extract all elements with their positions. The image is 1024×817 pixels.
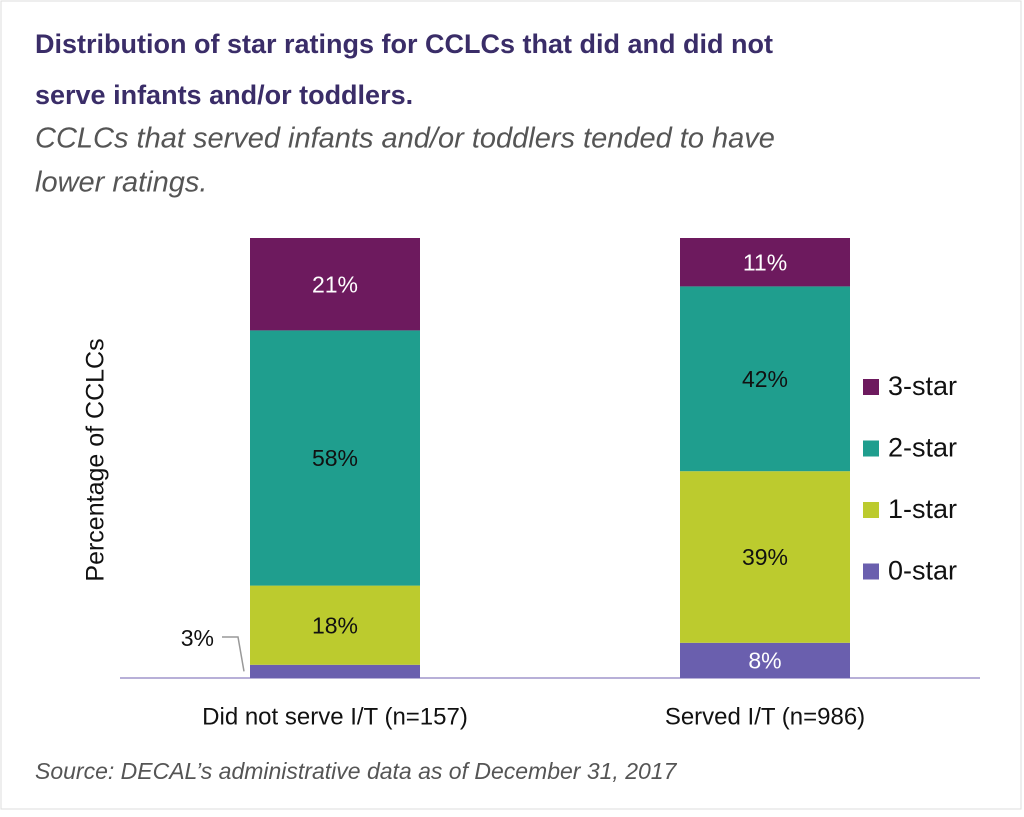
legend-label: 3-star	[888, 371, 957, 401]
legend-swatch	[863, 440, 879, 457]
bar-segment	[250, 664, 420, 678]
legend-label: 1-star	[888, 494, 957, 524]
bar-segment	[680, 286, 850, 472]
bar-segment	[680, 238, 850, 287]
data-label: 42%	[742, 366, 788, 392]
bar-segment	[680, 642, 850, 678]
data-label: 11%	[743, 249, 787, 275]
bar-segment	[250, 330, 420, 586]
source: Source: DECAL’s administrative data as o…	[35, 758, 678, 784]
bar-segment	[680, 471, 850, 643]
legend-swatch	[863, 502, 879, 518]
data-label: 3%	[181, 625, 214, 651]
data-label: 21%	[312, 271, 358, 297]
x-tick-label: Did not serve I/T (n=157)	[202, 703, 468, 730]
y-axis-label: Percentage of CCLCs	[82, 338, 110, 581]
subtitle: CCLCs that served infants and/or toddler…	[35, 123, 775, 155]
leader-line	[222, 636, 245, 672]
data-label: 58%	[312, 445, 358, 471]
data-label: 39%	[742, 544, 788, 570]
legend-swatch	[863, 563, 879, 580]
x-tick-label: Served I/T (n=986)	[665, 703, 865, 730]
bar-segment	[250, 238, 420, 331]
bar-segment	[250, 585, 420, 665]
subtitle: lower ratings.	[35, 167, 207, 199]
data-label: 8%	[748, 647, 781, 673]
legend-label: 0-star	[888, 556, 957, 586]
data-label: 18%	[312, 612, 358, 638]
legend-swatch	[863, 379, 879, 395]
chart-title: serve infants and/or toddlers.	[35, 80, 413, 110]
chart-title: Distribution of star ratings for CCLCs t…	[35, 29, 773, 59]
legend-label: 2-star	[888, 433, 957, 463]
